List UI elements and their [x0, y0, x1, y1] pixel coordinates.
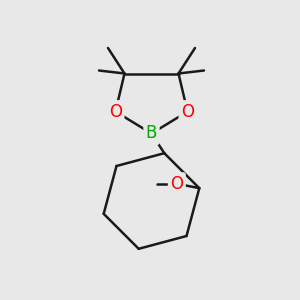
- Text: O: O: [109, 103, 122, 121]
- Text: O: O: [170, 175, 183, 193]
- Text: B: B: [146, 124, 157, 142]
- Text: O: O: [181, 103, 194, 121]
